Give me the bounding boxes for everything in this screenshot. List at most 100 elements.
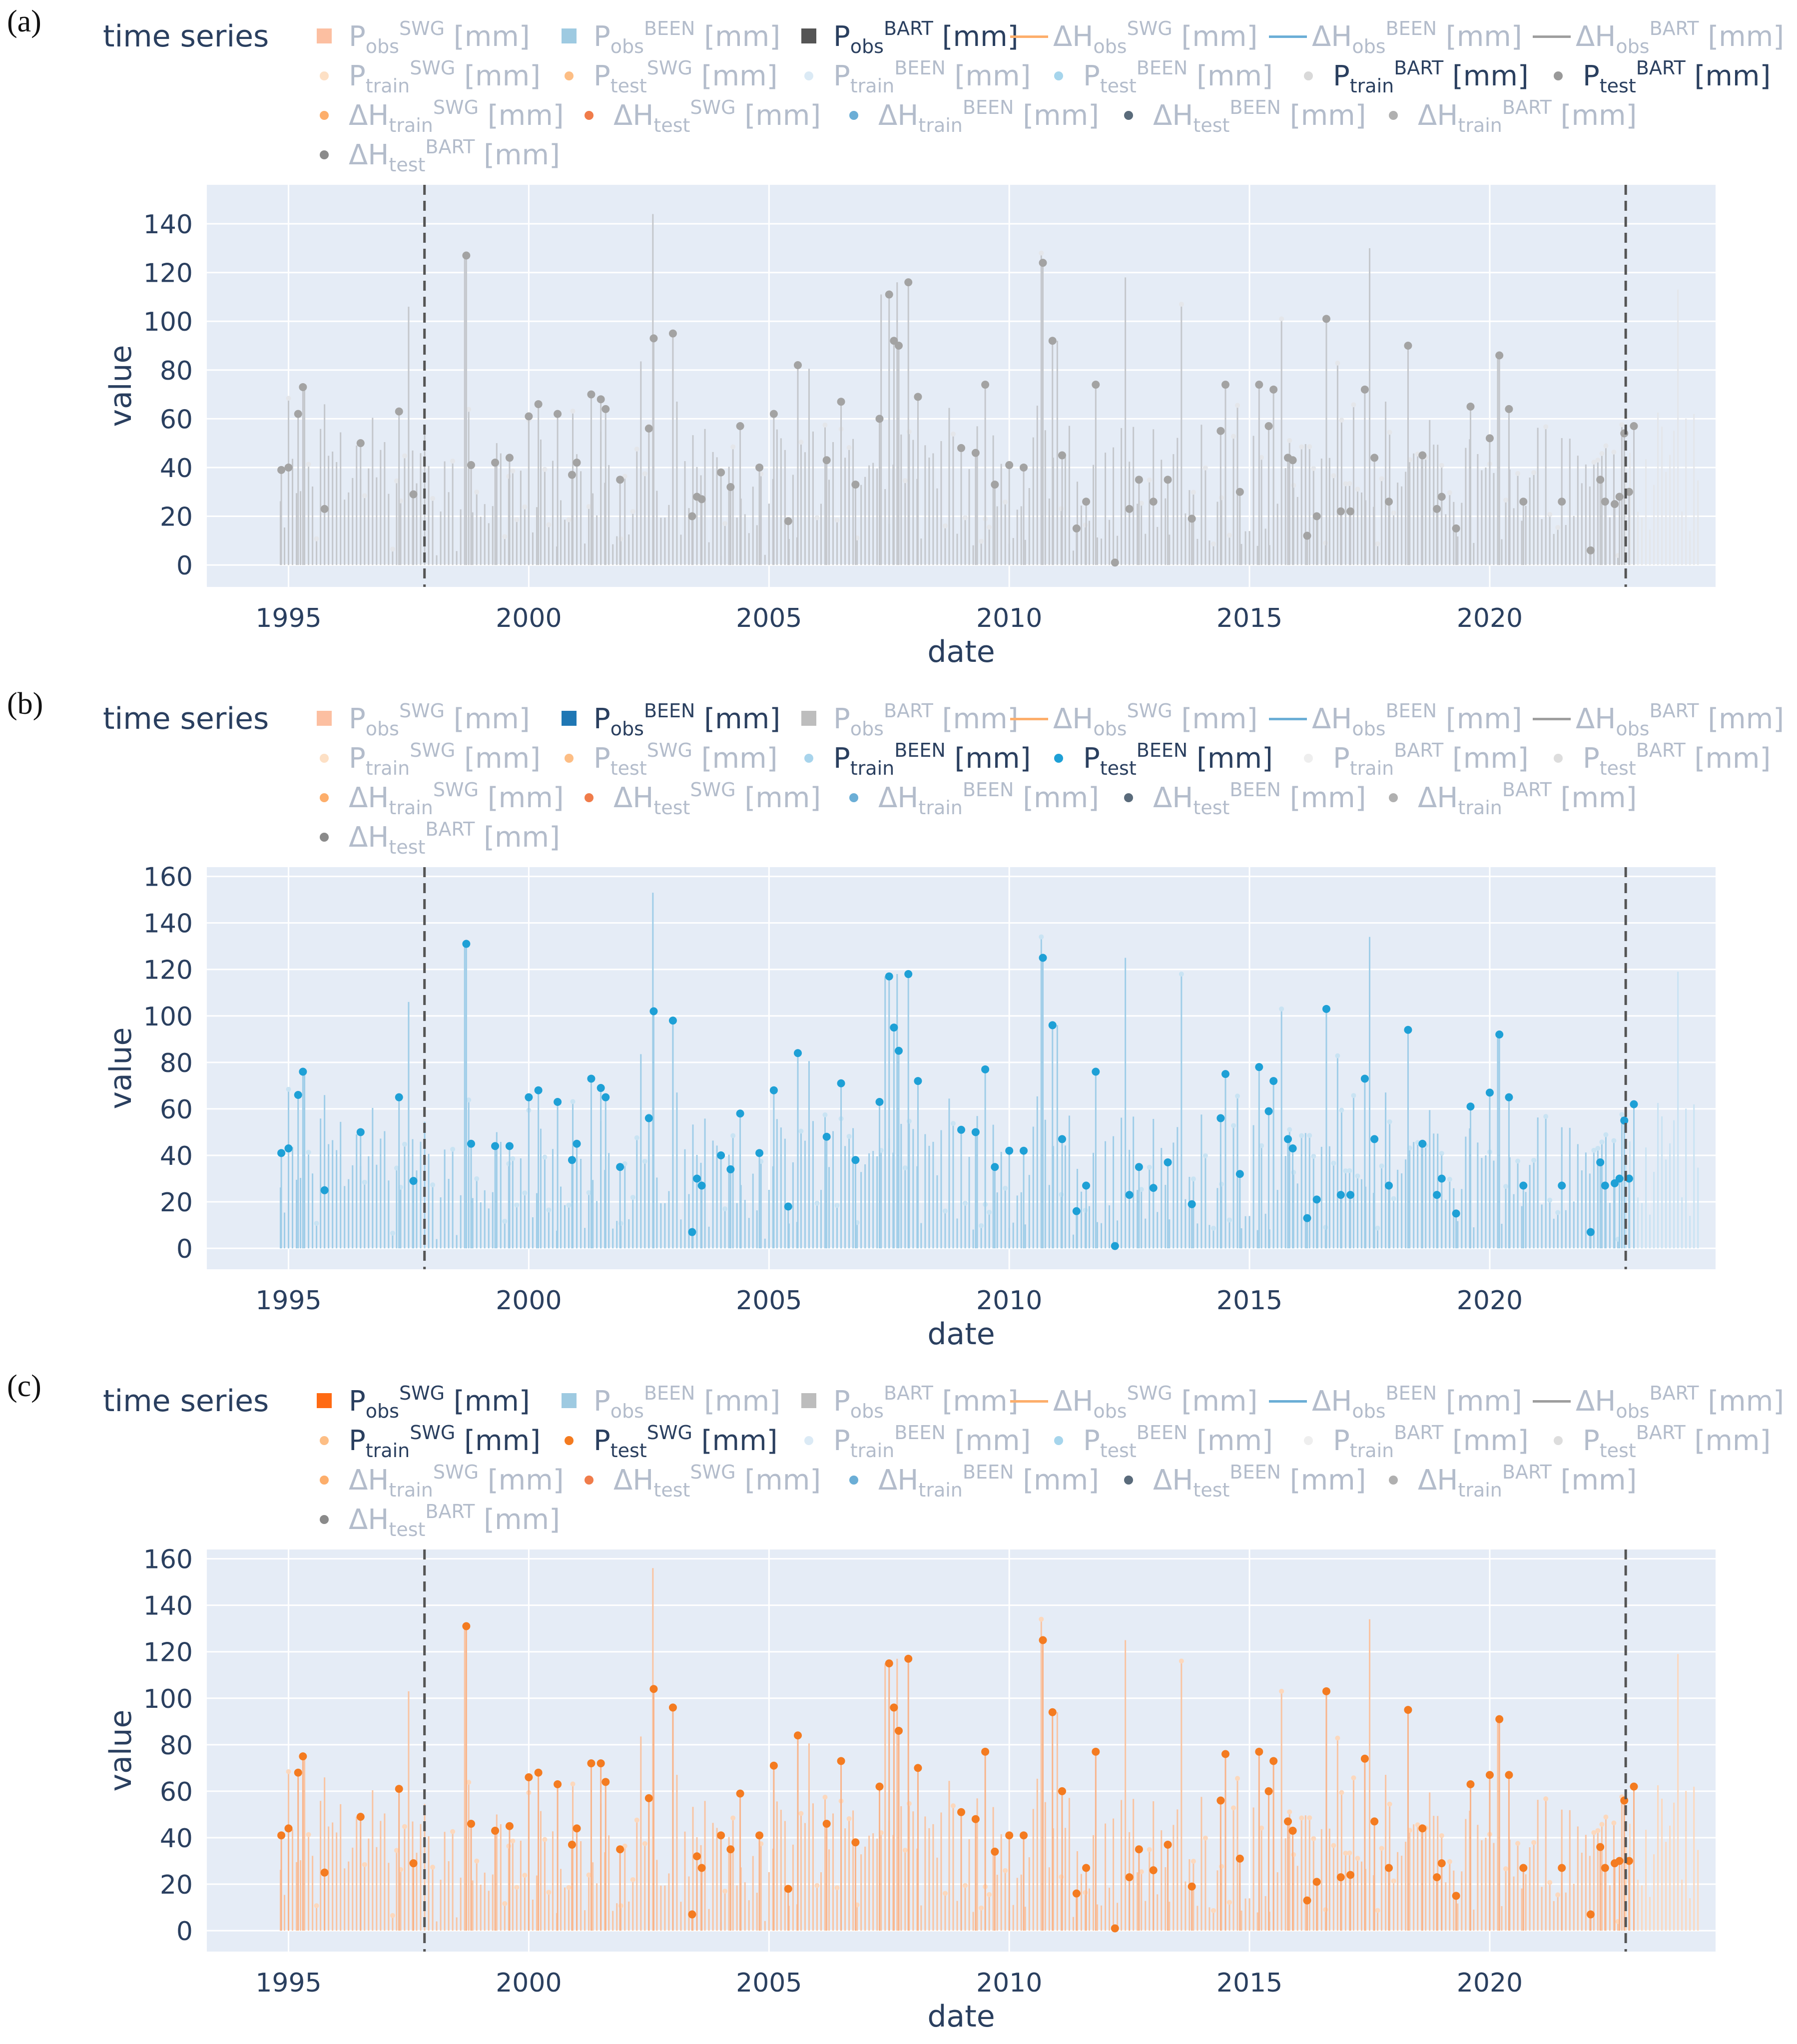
train-point — [942, 1891, 948, 1896]
legend-item-dhtrain-been[interactable]: ΔHtrainBEEN [mm] — [835, 1461, 1099, 1500]
legend-item-dhtrain-been[interactable]: ΔHtrainBEEN [mm] — [835, 779, 1099, 817]
legend-item-dhobs-swg[interactable]: ΔHobsSWG [mm] — [1010, 700, 1257, 738]
legend-label: PtrainSWG [mm] — [349, 739, 541, 779]
legend-item-pobs-swg[interactable]: PobsSWG [mm] — [306, 1382, 530, 1421]
legend-item-pobs-bart[interactable]: PobsBART [mm] — [790, 700, 1018, 738]
legend-item-dhtest-been[interactable]: ΔHtestBEEN [mm] — [1110, 779, 1366, 817]
train-point — [1331, 1160, 1336, 1166]
legend-item-dhobs-been[interactable]: ΔHobsBEEN [mm] — [1269, 17, 1522, 56]
legend-item-dhobs-swg[interactable]: ΔHobsSWG [mm] — [1010, 1382, 1257, 1421]
train-point — [1543, 424, 1549, 430]
data-point — [1072, 524, 1081, 532]
legend-item-dhtest-been[interactable]: ΔHtestBEEN [mm] — [1110, 1461, 1366, 1500]
legend-item-dhtrain-been[interactable]: ΔHtrainBEEN [mm] — [835, 96, 1099, 135]
legend-item-dhtrain-swg[interactable]: ΔHtrainSWG [mm] — [306, 96, 564, 135]
legend-item-ptrain-been[interactable]: PtrainBEEN [mm] — [790, 1422, 1031, 1460]
train-point — [1259, 455, 1264, 460]
legend-label: ΔHtestBEEN [mm] — [1153, 778, 1366, 819]
train-point — [1611, 450, 1617, 455]
legend-item-dhtrain-swg[interactable]: ΔHtrainSWG [mm] — [306, 1461, 564, 1500]
legend-item-ptest-bart[interactable]: PtestBART [mm] — [1540, 1422, 1771, 1460]
data-point — [688, 1228, 696, 1236]
legend-item-ptrain-been[interactable]: PtrainBEEN [mm] — [790, 739, 1031, 778]
legend-item-pobs-swg[interactable]: PobsSWG [mm] — [306, 700, 530, 738]
legend-item-pobs-been[interactable]: PobsBEEN [mm] — [551, 1382, 780, 1421]
data-point — [601, 1778, 610, 1786]
data-point — [875, 1782, 884, 1791]
legend-item-ptrain-bart[interactable]: PtrainBART [mm] — [1290, 739, 1529, 778]
legend-item-ptrain-bart[interactable]: PtrainBART [mm] — [1290, 57, 1529, 95]
legend-item-dhtest-swg[interactable]: ΔHtestSWG [mm] — [571, 779, 821, 817]
legend-item-dhtest-swg[interactable]: ΔHtestSWG [mm] — [571, 1461, 821, 1500]
legend-item-ptest-swg[interactable]: PtestSWG [mm] — [551, 1422, 778, 1460]
train-point — [1531, 1157, 1537, 1163]
legend-item-dhtest-bart[interactable]: ΔHtestBART [mm] — [306, 1500, 560, 1540]
data-point — [1418, 451, 1427, 460]
legend-item-ptrain-swg[interactable]: PtrainSWG [mm] — [306, 739, 541, 779]
data-point — [894, 1726, 903, 1735]
data-point — [769, 1086, 778, 1094]
train-point — [522, 1873, 528, 1878]
data-point — [1216, 1114, 1225, 1122]
train-point — [1218, 1864, 1224, 1869]
legend-item-ptrain-bart[interactable]: PtrainBART [mm] — [1290, 1422, 1529, 1460]
data-point — [1284, 1817, 1292, 1826]
data-point — [1384, 1864, 1393, 1872]
legend-item-pobs-been[interactable]: PobsBEEN [mm] — [551, 700, 780, 738]
legend-item-ptest-bart[interactable]: PtestBART [mm] — [1540, 739, 1771, 778]
legend-item-pobs-been[interactable]: PobsBEEN [mm] — [551, 17, 780, 56]
legend-item-ptest-been[interactable]: PtestBEEN [mm] — [1040, 739, 1273, 778]
legend-item-ptest-swg[interactable]: PtestSWG [mm] — [551, 57, 778, 95]
legend-item-pobs-swg[interactable]: PobsSWG [mm] — [306, 17, 530, 56]
train-point — [1447, 1176, 1452, 1182]
legend-item-dhtest-been[interactable]: ΔHtestBEEN [mm] — [1110, 96, 1366, 135]
legend-item-dhtrain-bart[interactable]: ΔHtrainBART [mm] — [1375, 96, 1637, 135]
legend-symbol-icon — [1540, 1431, 1578, 1451]
legend-item-ptrain-been[interactable]: PtrainBEEN [mm] — [790, 57, 1031, 95]
legend-item-dhtest-swg[interactable]: ΔHtestSWG [mm] — [571, 96, 821, 135]
legend-item-dhtrain-bart[interactable]: ΔHtrainBART [mm] — [1375, 1461, 1637, 1500]
data-point — [1255, 1747, 1263, 1756]
train-point — [314, 1221, 319, 1226]
legend-item-dhtrain-swg[interactable]: ΔHtrainSWG [mm] — [306, 779, 564, 817]
train-point — [1355, 1856, 1360, 1861]
data-point — [299, 1067, 307, 1076]
legend-item-dhobs-bart[interactable]: ΔHobsBART [mm] — [1533, 17, 1784, 56]
x-tick-label: 2000 — [496, 1286, 562, 1316]
legend-item-dhtest-bart[interactable]: ΔHtestBART [mm] — [306, 136, 560, 174]
legend-item-pobs-bart[interactable]: PobsBART [mm] — [790, 17, 1018, 56]
legend-symbol-icon — [306, 26, 344, 46]
legend-item-ptrain-swg[interactable]: PtrainSWG [mm] — [306, 1422, 541, 1460]
legend-item-ptest-swg[interactable]: PtestSWG [mm] — [551, 739, 778, 778]
panel-label: (a) — [7, 4, 41, 38]
data-point — [688, 1910, 696, 1919]
legend-label: ΔHtestBART [mm] — [349, 1500, 560, 1540]
legend-item-dhobs-been[interactable]: ΔHobsBEEN [mm] — [1269, 700, 1522, 738]
train-point — [814, 1883, 820, 1888]
legend-item-ptest-been[interactable]: PtestBEEN [mm] — [1040, 57, 1273, 95]
legend-symbol-icon — [1375, 1470, 1413, 1490]
train-point — [906, 429, 912, 435]
legend-item-dhobs-bart[interactable]: ΔHobsBART [mm] — [1533, 1382, 1784, 1421]
train-point — [622, 474, 627, 479]
legend-item-ptest-bart[interactable]: PtestBART [mm] — [1540, 57, 1771, 95]
y-axis-label: value — [103, 345, 138, 427]
legend-symbol-icon — [1040, 66, 1078, 86]
train-point — [1387, 430, 1392, 435]
legend-item-dhtest-bart[interactable]: ΔHtestBART [mm] — [306, 818, 560, 857]
train-point — [1287, 1127, 1292, 1132]
train-point — [630, 1194, 635, 1200]
data-point — [1125, 1873, 1134, 1882]
legend-label: PtrainBART [mm] — [1333, 1421, 1529, 1462]
train-point — [502, 1901, 508, 1906]
data-point — [717, 1151, 725, 1159]
legend-item-dhobs-bart[interactable]: ΔHobsBART [mm] — [1533, 700, 1784, 738]
train-point — [1611, 1820, 1617, 1826]
legend-item-dhobs-swg[interactable]: ΔHobsSWG [mm] — [1010, 17, 1257, 56]
train-point — [642, 1158, 647, 1164]
legend-item-dhtrain-bart[interactable]: ΔHtrainBART [mm] — [1375, 779, 1637, 817]
legend-item-ptest-been[interactable]: PtestBEEN [mm] — [1040, 1422, 1273, 1460]
legend-item-pobs-bart[interactable]: PobsBART [mm] — [790, 1382, 1018, 1421]
legend-item-dhobs-been[interactable]: ΔHobsBEEN [mm] — [1269, 1382, 1522, 1421]
legend-item-ptrain-swg[interactable]: PtrainSWG [mm] — [306, 57, 541, 95]
